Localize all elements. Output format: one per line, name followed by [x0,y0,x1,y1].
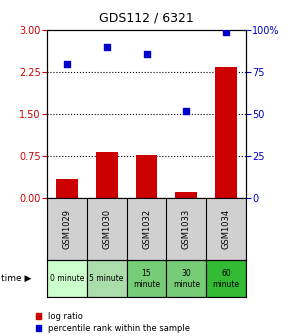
Text: 5 minute: 5 minute [89,275,124,283]
Bar [56,179,78,198]
Text: GSM1029: GSM1029 [62,209,71,249]
Text: GDS112 / 6321: GDS112 / 6321 [99,12,194,25]
Text: GSM1033: GSM1033 [182,209,191,249]
Point [144,51,149,56]
Bar [47,260,87,297]
Bar [136,155,157,198]
Text: time ▶: time ▶ [1,275,32,283]
Bar [127,260,166,297]
Text: GSM1030: GSM1030 [102,209,111,249]
Point [224,29,229,35]
Bar [176,192,197,198]
Bar [206,260,246,297]
Text: GSM1034: GSM1034 [222,209,231,249]
Text: GSM1032: GSM1032 [142,209,151,249]
Point [184,108,189,114]
Point [64,61,69,67]
Text: 15
minute: 15 minute [133,269,160,289]
Bar [96,152,117,198]
Bar [87,260,127,297]
Text: 30
minute: 30 minute [173,269,200,289]
Text: 0 minute: 0 minute [50,275,84,283]
Point [104,44,109,50]
Bar [166,260,206,297]
Bar [215,67,237,198]
Legend: log ratio, percentile rank within the sample: log ratio, percentile rank within the sa… [32,309,193,336]
Text: 60
minute: 60 minute [213,269,240,289]
